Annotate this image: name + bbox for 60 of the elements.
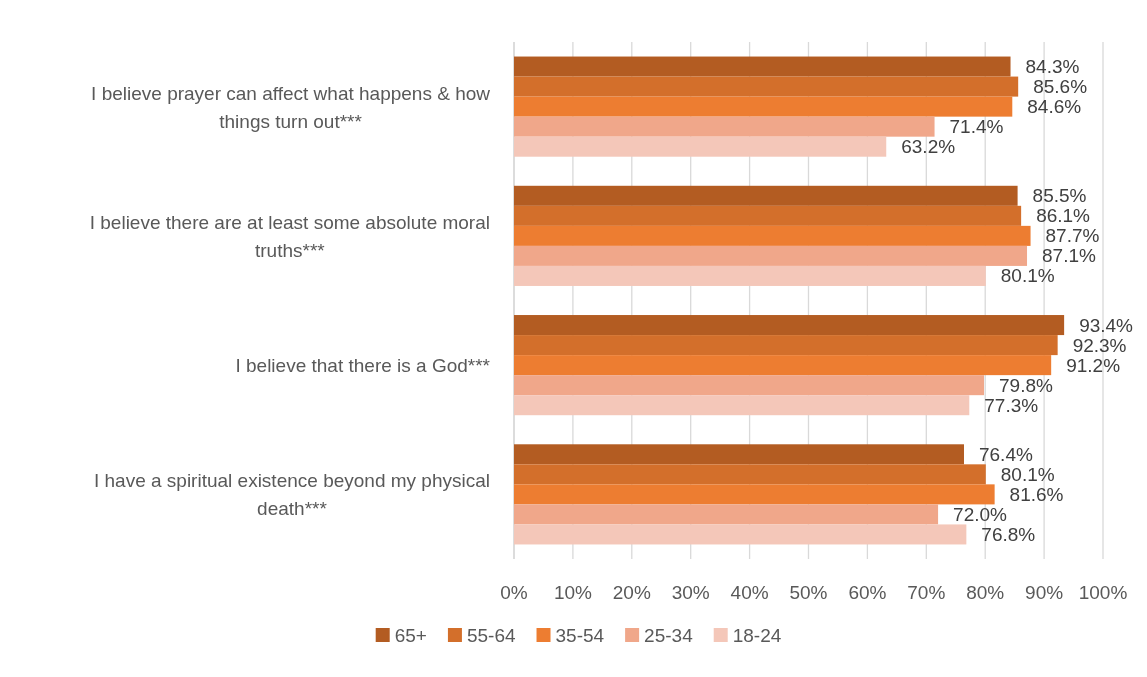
x-tick-label: 70% [907, 581, 946, 603]
bar [514, 76, 1019, 97]
x-tick-label: 80% [966, 581, 1005, 603]
x-tick-label: 0% [500, 581, 528, 603]
y-tick-label: I believe that there is a God*** [235, 354, 491, 376]
bar [514, 464, 986, 485]
bar [514, 116, 935, 137]
bar [514, 444, 964, 465]
data-label: 92.3% [1072, 334, 1127, 356]
data-label: 72.0% [953, 503, 1008, 525]
bar [514, 355, 1052, 376]
data-label: 76.4% [979, 443, 1033, 465]
x-tick-label: 20% [612, 581, 651, 603]
data-label: 80.1% [1000, 463, 1055, 485]
data-label: 76.8% [981, 523, 1036, 545]
bar [514, 484, 995, 505]
x-tick-label: 90% [1025, 581, 1064, 603]
bar [514, 56, 1011, 77]
bar [514, 315, 1065, 336]
data-label: 63.2% [901, 136, 956, 158]
data-label: 86.1% [1036, 205, 1091, 227]
bar [514, 136, 887, 157]
bar [514, 245, 1028, 266]
data-label: 71.4% [949, 116, 1004, 138]
data-label: 85.6% [1033, 76, 1088, 98]
bar [514, 225, 1031, 246]
x-tick-label: 50% [789, 581, 828, 603]
bar [514, 96, 1013, 117]
bar [514, 395, 970, 416]
bar [514, 185, 1018, 206]
bar [514, 265, 986, 286]
y-tick-label: I believe there are at least some absolute moral truths*** [89, 211, 491, 261]
data-label: 84.6% [1027, 96, 1082, 118]
data-label: 80.1% [1000, 265, 1055, 287]
bar [514, 335, 1058, 356]
data-label: 91.2% [1066, 354, 1121, 376]
x-tick-label: 10% [553, 581, 593, 603]
x-tick-label: 40% [730, 581, 769, 603]
bar [514, 524, 967, 545]
legend-label: 35-54 [555, 624, 605, 646]
data-label: 87.7% [1045, 225, 1100, 247]
x-tick-label: 30% [671, 581, 710, 603]
legend-label: 65+ [394, 624, 427, 646]
bar [514, 375, 985, 396]
data-label: 77.3% [984, 394, 1039, 416]
data-label: 93.4% [1079, 314, 1134, 336]
x-tick-label: 60% [848, 581, 887, 603]
y-tick-label: I have a spiritual existence beyond my physical death*** [93, 469, 490, 519]
bar [514, 205, 1022, 226]
legend-label: 18-24 [732, 624, 782, 646]
legend-label: 55-64 [466, 624, 516, 646]
data-label: 81.6% [1009, 483, 1064, 505]
legend-label: 25-34 [644, 624, 694, 646]
data-label: 79.8% [999, 374, 1053, 396]
y-tick-label: I believe prayer can affect what happens & how things turn out*** [91, 82, 491, 132]
bar [514, 504, 939, 525]
x-tick-label: 100% [1078, 581, 1128, 603]
data-label: 84.3% [1025, 56, 1080, 78]
data-label: 85.5% [1032, 185, 1087, 207]
data-label: 87.1% [1042, 245, 1096, 267]
